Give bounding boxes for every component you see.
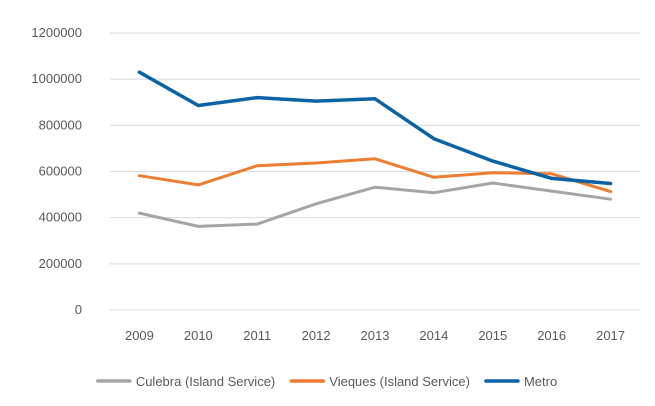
legend-label: Metro [524, 374, 557, 389]
y-axis-ticks: 0 200000 400000 600000 800000 1000000 1200000 [31, 25, 82, 317]
series-lines [137, 70, 613, 228]
y-tick-label: 400000 [39, 210, 82, 225]
legend-label: Vieques (Island Service) [329, 374, 470, 389]
gridlines [110, 32, 640, 311]
y-tick-label: 600000 [39, 164, 82, 179]
y-tick-label: 200000 [39, 256, 82, 271]
y-tick-label: 0 [75, 302, 82, 317]
x-tick-label: 2010 [184, 328, 213, 343]
x-tick-label: 2015 [478, 328, 507, 343]
x-axis-ticks: 2009 2010 2011 2012 2013 2014 2015 2016 2017 [125, 328, 625, 343]
x-tick-label: 2012 [302, 328, 331, 343]
legend: Culebra (Island Service) Vieques (Island … [96, 374, 557, 389]
y-tick-label: 1200000 [31, 25, 82, 40]
x-tick-label: 2017 [596, 328, 625, 343]
y-tick-label: 1000000 [31, 71, 82, 86]
x-tick-label: 2014 [419, 328, 448, 343]
series-line-0 [137, 181, 613, 228]
x-tick-label: 2016 [537, 328, 566, 343]
x-tick-label: 2011 [243, 328, 271, 343]
x-tick-label: 2009 [125, 328, 154, 343]
series-line-2 [137, 70, 613, 186]
x-tick-label: 2013 [361, 328, 390, 343]
legend-label: Culebra (Island Service) [136, 374, 275, 389]
y-tick-label: 800000 [39, 117, 82, 132]
